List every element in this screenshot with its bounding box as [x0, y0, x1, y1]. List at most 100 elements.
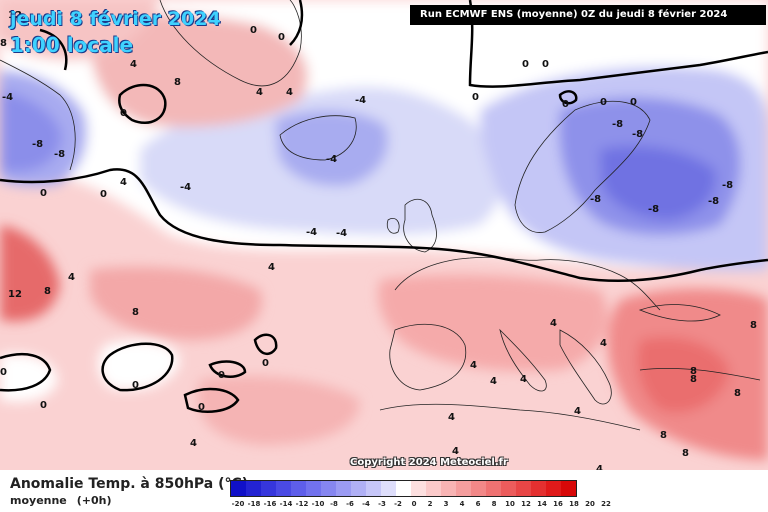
contour-label: 0: [542, 59, 549, 70]
color-swatch: [261, 481, 276, 496]
contour-label: 12: [8, 10, 22, 21]
color-swatch: [396, 481, 411, 496]
contour-label: 4: [600, 338, 607, 349]
contour-label: 4: [268, 262, 275, 273]
contour-label: 8: [682, 448, 689, 459]
contour-label: 0: [218, 370, 225, 381]
color-scale-tick: 2: [427, 500, 433, 508]
color-swatch: [486, 481, 501, 496]
color-swatch: [291, 481, 306, 496]
color-scale-tick: -12: [295, 500, 309, 508]
contour-label: 0: [472, 92, 479, 103]
color-scale-tick: 10: [505, 500, 515, 508]
color-scale-tick: 8: [491, 500, 497, 508]
contour-label: 4: [550, 318, 557, 329]
contour-label: 8: [750, 320, 757, 331]
contour-label: 4: [520, 374, 527, 385]
contour-label: 0: [262, 358, 269, 369]
contour-label: -4: [180, 182, 191, 193]
color-swatch: [516, 481, 531, 496]
contour-label: -8: [54, 149, 65, 160]
contour-label: -4: [306, 227, 317, 238]
color-swatch: [336, 481, 351, 496]
contour-label: 8: [174, 77, 181, 88]
contour-label: 12: [8, 289, 22, 300]
color-swatch: [381, 481, 396, 496]
contour-label: 4: [596, 464, 603, 470]
color-swatch: [501, 481, 516, 496]
contour-label: -4: [2, 92, 13, 103]
color-swatch: [411, 481, 426, 496]
contour-label: 4: [256, 87, 263, 98]
color-swatch: [366, 481, 381, 496]
color-swatch: [306, 481, 321, 496]
zero-contours: [0, 0, 768, 413]
color-scale-tick: -18: [247, 500, 261, 508]
color-scale-tick: -2: [394, 500, 402, 508]
color-scale-tick: -14: [279, 500, 293, 508]
contour-label: 8: [44, 286, 51, 297]
color-scale-tick: 16: [553, 500, 563, 508]
contour-label: 4: [470, 360, 477, 371]
color-scale: [230, 480, 577, 497]
color-swatch: [456, 481, 471, 496]
contour-label: 0: [40, 400, 47, 411]
color-swatch: [531, 481, 546, 496]
contour-label: 4: [574, 406, 581, 417]
color-scale-tick: 4: [459, 500, 465, 508]
color-scale-ticks: -20 -18 -16 -14 -12 -10 -8 -6 -4 -3 -2 0 2 3 4 6 8 10 12 14…: [230, 500, 614, 510]
contour-label: 8: [0, 38, 7, 49]
contour-label: 8: [690, 366, 697, 377]
color-scale-tick: 3: [443, 500, 449, 508]
contour-label: 0: [198, 402, 205, 413]
contour-label: -8: [590, 194, 601, 205]
legend-footer: Anomalie Temp. à 850hPa (°C) moyenne (+0h…: [0, 470, 768, 512]
contour-label: 0: [132, 380, 139, 391]
contour-label: 0: [562, 99, 569, 110]
contour-label: -8: [708, 196, 719, 207]
contour-label: 4: [490, 376, 497, 387]
contour-label: 0: [630, 97, 637, 108]
contour-label: 0: [278, 32, 285, 43]
color-scale-tick: -8: [330, 500, 338, 508]
contour-label: 0: [40, 188, 47, 199]
contour-label: -8: [612, 119, 623, 130]
contour-label: 0: [522, 59, 529, 70]
contour-label: 4: [286, 87, 293, 98]
color-scale-tick: 0: [411, 500, 417, 508]
contour-label: 0: [120, 108, 127, 119]
contour-label: 4: [68, 272, 75, 283]
color-scale-tick: 22: [601, 500, 611, 508]
contour-label: 4: [130, 59, 137, 70]
contour-label: 8: [660, 430, 667, 441]
legend-lead: (+0h): [76, 494, 112, 507]
color-swatch: [351, 481, 366, 496]
color-scale-tick: -6: [346, 500, 354, 508]
contour-label: 4: [452, 446, 459, 457]
color-scale-tick: 6: [475, 500, 481, 508]
contour-label: -8: [32, 139, 43, 150]
color-scale-tick: -3: [378, 500, 386, 508]
contour-label: -4: [326, 154, 337, 165]
legend-mode: moyenne: [10, 494, 67, 507]
contour-label: 4: [448, 412, 455, 423]
anomaly-map: 12 8 4 0 0 8 4 4 0 0 -4 -8 -8 0 0 4 0 -4 -4 -4 -4 0 0 0 0 -4 -8 -8-…: [0, 0, 768, 470]
color-swatch: [231, 481, 246, 496]
contour-label: 8: [132, 307, 139, 318]
contour-label: -8: [722, 180, 733, 191]
run-info-bar: Run ECMWF ENS (moyenne) 0Z du jeudi 8 fé…: [410, 5, 766, 25]
contour-label: 0: [100, 189, 107, 200]
color-swatch: [561, 481, 576, 496]
color-swatch: [546, 481, 561, 496]
contour-label: 0: [250, 25, 257, 36]
color-scale-tick: 12: [521, 500, 531, 508]
contour-label: 0: [0, 367, 7, 378]
contour-label: -8: [632, 129, 643, 140]
color-scale-tick: -4: [362, 500, 370, 508]
contour-label: -8: [648, 204, 659, 215]
color-swatch: [441, 481, 456, 496]
anomaly-shading: [0, 0, 768, 460]
color-swatch: [471, 481, 486, 496]
contour-label: -4: [355, 95, 366, 106]
